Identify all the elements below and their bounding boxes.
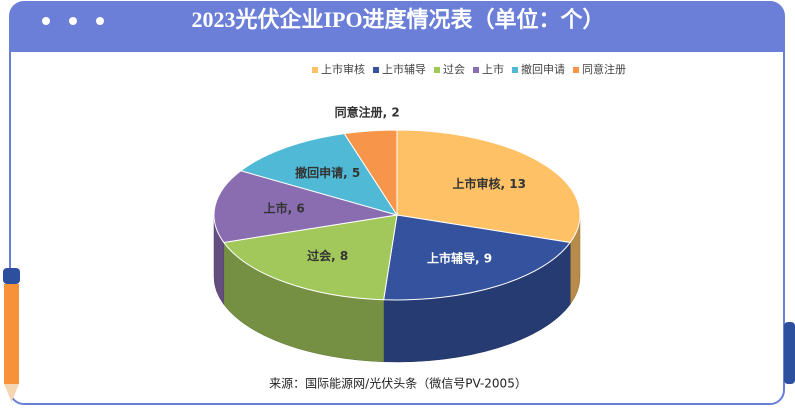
- legend-swatch: [573, 67, 579, 73]
- pencil-body: [4, 284, 19, 384]
- pie-walls: [213, 214, 581, 363]
- data-label: 上市, 6: [264, 201, 305, 216]
- chart-title: 2023光伏企业IPO进度情况表（单位：个）: [191, 7, 604, 32]
- header-dot: [96, 17, 104, 25]
- data-label: 过会, 8: [307, 248, 348, 263]
- side-tab: [784, 322, 795, 384]
- legend-label: 上市: [482, 62, 504, 76]
- pie-slice: [396, 129, 581, 243]
- legend-label: 上市辅导: [382, 62, 426, 76]
- pie-slice: [343, 129, 398, 217]
- pie-slice: [213, 170, 398, 243]
- pie-slice: [383, 214, 572, 301]
- legend: 上市审核 上市辅导 过会 上市 撤回申请 同意注册: [312, 62, 626, 76]
- pie-slice: [222, 214, 398, 301]
- data-label: 撤回申请, 5: [295, 165, 360, 180]
- data-label: 上市辅导, 9: [427, 250, 492, 265]
- header-dot: [69, 17, 77, 25]
- legend-label: 撤回申请: [521, 62, 565, 76]
- data-labels: 上市审核, 13 上市辅导, 9 过会, 8 上市, 6 撤回申请, 5 同意注册, 2: [264, 104, 526, 265]
- legend-swatch: [473, 67, 479, 73]
- pencil-cap: [3, 268, 20, 284]
- legend-swatch: [512, 67, 518, 73]
- legend-label: 过会: [443, 63, 465, 76]
- legend-swatch: [434, 67, 440, 73]
- pencil-tip: [4, 384, 19, 402]
- pie-slice: [239, 133, 399, 216]
- pie-tops: [213, 129, 581, 301]
- header-dot: [42, 17, 50, 25]
- legend-swatch: [373, 67, 379, 73]
- data-label: 上市审核, 13: [453, 176, 526, 191]
- legend-label: 上市审核: [321, 62, 365, 76]
- legend-swatch: [312, 67, 318, 73]
- legend-label: 同意注册: [582, 62, 626, 76]
- source-note: 来源：国际能源网/光伏头条（微信号PV-2005）: [269, 377, 527, 391]
- header-bar: [10, 2, 784, 52]
- data-label: 同意注册, 2: [335, 104, 400, 119]
